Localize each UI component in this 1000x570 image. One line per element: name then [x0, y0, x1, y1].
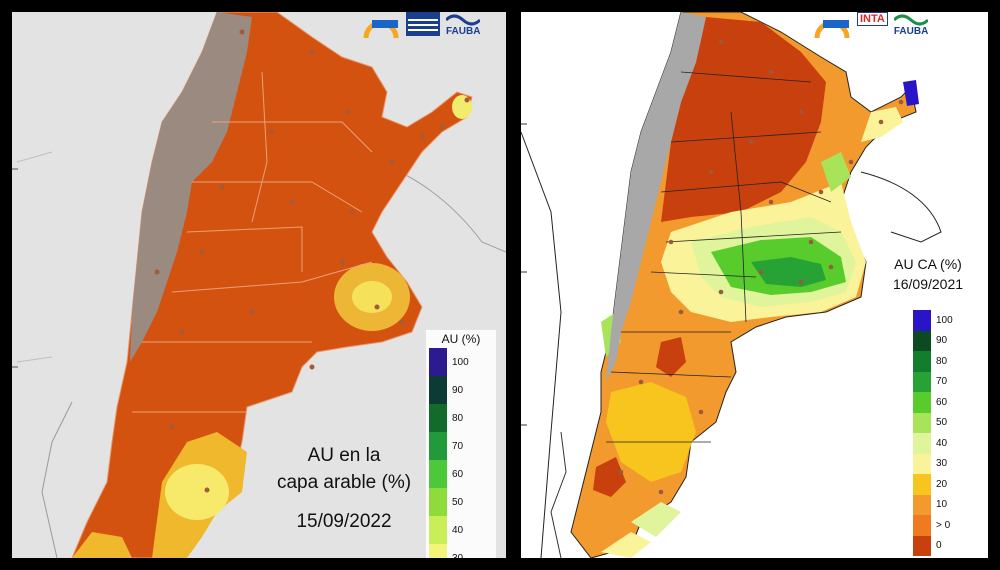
right-title-line1: AU CA (%): [894, 256, 962, 272]
right-legend-label: > 0: [936, 519, 951, 531]
left-legend-label: 50: [452, 496, 464, 508]
left-legend-entry: 100: [429, 348, 493, 376]
left-logos: FAUBA: [362, 12, 480, 40]
left-legend-label: 90: [452, 384, 464, 396]
left-legend-entry: 50: [429, 488, 493, 516]
left-legend-swatch: [429, 460, 447, 488]
left-legend-entry: 80: [429, 404, 493, 432]
right-legend-label: 0: [936, 540, 942, 552]
right-legend-swatch: [913, 371, 931, 392]
right-legend-swatch: [913, 494, 931, 515]
right-legend-label: 20: [936, 478, 948, 490]
right-legend-swatch: [913, 351, 931, 372]
right-legend-label: 60: [936, 396, 948, 408]
left-legend-label: 30: [452, 552, 464, 559]
andes-region: [606, 12, 706, 382]
right-logos: INTA FAUBA: [813, 12, 928, 40]
right-legend-entry: > 0: [913, 515, 968, 536]
right-legend-entry: 80: [913, 351, 968, 372]
right-legend-entry: 30: [913, 453, 968, 474]
left-legend-swatch: [429, 544, 447, 558]
left-map-title: AU en la capa arable (%) 15/09/2022: [274, 442, 414, 535]
andes-region: [130, 12, 252, 362]
right-legend-label: 40: [936, 437, 948, 449]
right-legend-entry: 70: [913, 371, 968, 392]
right-legend-swatch: [913, 453, 931, 474]
right-legend-label: 80: [936, 355, 948, 367]
left-map-date: 15/09/2022: [296, 511, 392, 532]
right-legend-swatch: [913, 412, 931, 433]
left-legend-label: 60: [452, 468, 464, 480]
sun-logo-icon: [814, 20, 850, 39]
left-soil-moisture-map: [12, 12, 506, 558]
left-title-line2: capa arable (%): [276, 472, 412, 493]
left-legend-swatch: [429, 516, 447, 544]
right-legend-label: 50: [936, 417, 948, 429]
water-logo-icon: [406, 12, 440, 36]
left-legend-swatch: [429, 488, 447, 516]
right-legend-entry: 100: [913, 310, 968, 331]
left-legend: AU (%) 100 90 80 70 60 50 40 30: [426, 330, 496, 558]
fauba-label: FAUBA: [446, 26, 481, 37]
left-legend-label: 40: [452, 524, 464, 536]
right-soil-moisture-map: [521, 12, 942, 558]
right-legend-swatch: [913, 433, 931, 454]
right-legend-swatch: [913, 392, 931, 413]
left-legend-label: 80: [452, 412, 464, 424]
left-legend-entry: 60: [429, 460, 493, 488]
right-legend-swatch: [913, 310, 931, 331]
right-legend-swatch: [913, 474, 931, 495]
right-legend-swatch: [913, 515, 931, 536]
left-legend-entry: 40: [429, 516, 493, 544]
right-legend-entry: 20: [913, 474, 968, 495]
fauba-wave-icon: [446, 14, 481, 26]
right-map-title: AU CA (%) 16/09/2021: [878, 254, 978, 294]
left-legend-swatch: [429, 376, 447, 404]
right-legend-entry: 40: [913, 433, 968, 454]
left-map-panel: FAUBA AU en la capa arable (%) 15/09/202…: [12, 12, 506, 558]
left-legend-title: AU (%): [441, 332, 481, 346]
right-legend-label: 70: [936, 376, 948, 388]
left-legend-label: 100: [452, 356, 469, 368]
left-legend-entry: 90: [429, 376, 493, 404]
right-legend-label: 30: [936, 458, 948, 470]
right-legend-label: 10: [936, 499, 948, 511]
right-map-panel: INTA FAUBA AU CA (%) 16/09/2021 100 90 80 7…: [521, 12, 988, 558]
fauba-label: FAUBA: [893, 26, 929, 37]
right-legend-entry: 50: [913, 412, 968, 433]
right-map-date: 16/09/2021: [892, 276, 964, 292]
right-legend-entry: 10: [913, 494, 968, 515]
left-legend-entry: 70: [429, 432, 493, 460]
right-legend: 100 90 80 70 60 50 40 30 20 10 > 0 0: [913, 310, 968, 556]
right-legend-swatch: [913, 535, 931, 556]
left-legend-entry: 30: [429, 544, 493, 558]
right-legend-label: 100: [936, 314, 953, 326]
right-legend-entry: 60: [913, 392, 968, 413]
left-title-line1: AU en la: [307, 445, 381, 466]
sun-logo-icon: [363, 20, 399, 39]
left-legend-swatch: [429, 432, 447, 460]
right-legend-entry: 90: [913, 330, 968, 351]
inta-logo: INTA: [857, 12, 888, 26]
left-legend-swatch: [429, 404, 447, 432]
left-legend-label: 70: [452, 440, 464, 452]
right-legend-label: 90: [936, 335, 948, 347]
fauba-wave-icon: [894, 14, 929, 26]
right-legend-swatch: [913, 330, 931, 351]
right-legend-entry: 0: [913, 535, 968, 556]
left-legend-swatch: [429, 348, 447, 376]
